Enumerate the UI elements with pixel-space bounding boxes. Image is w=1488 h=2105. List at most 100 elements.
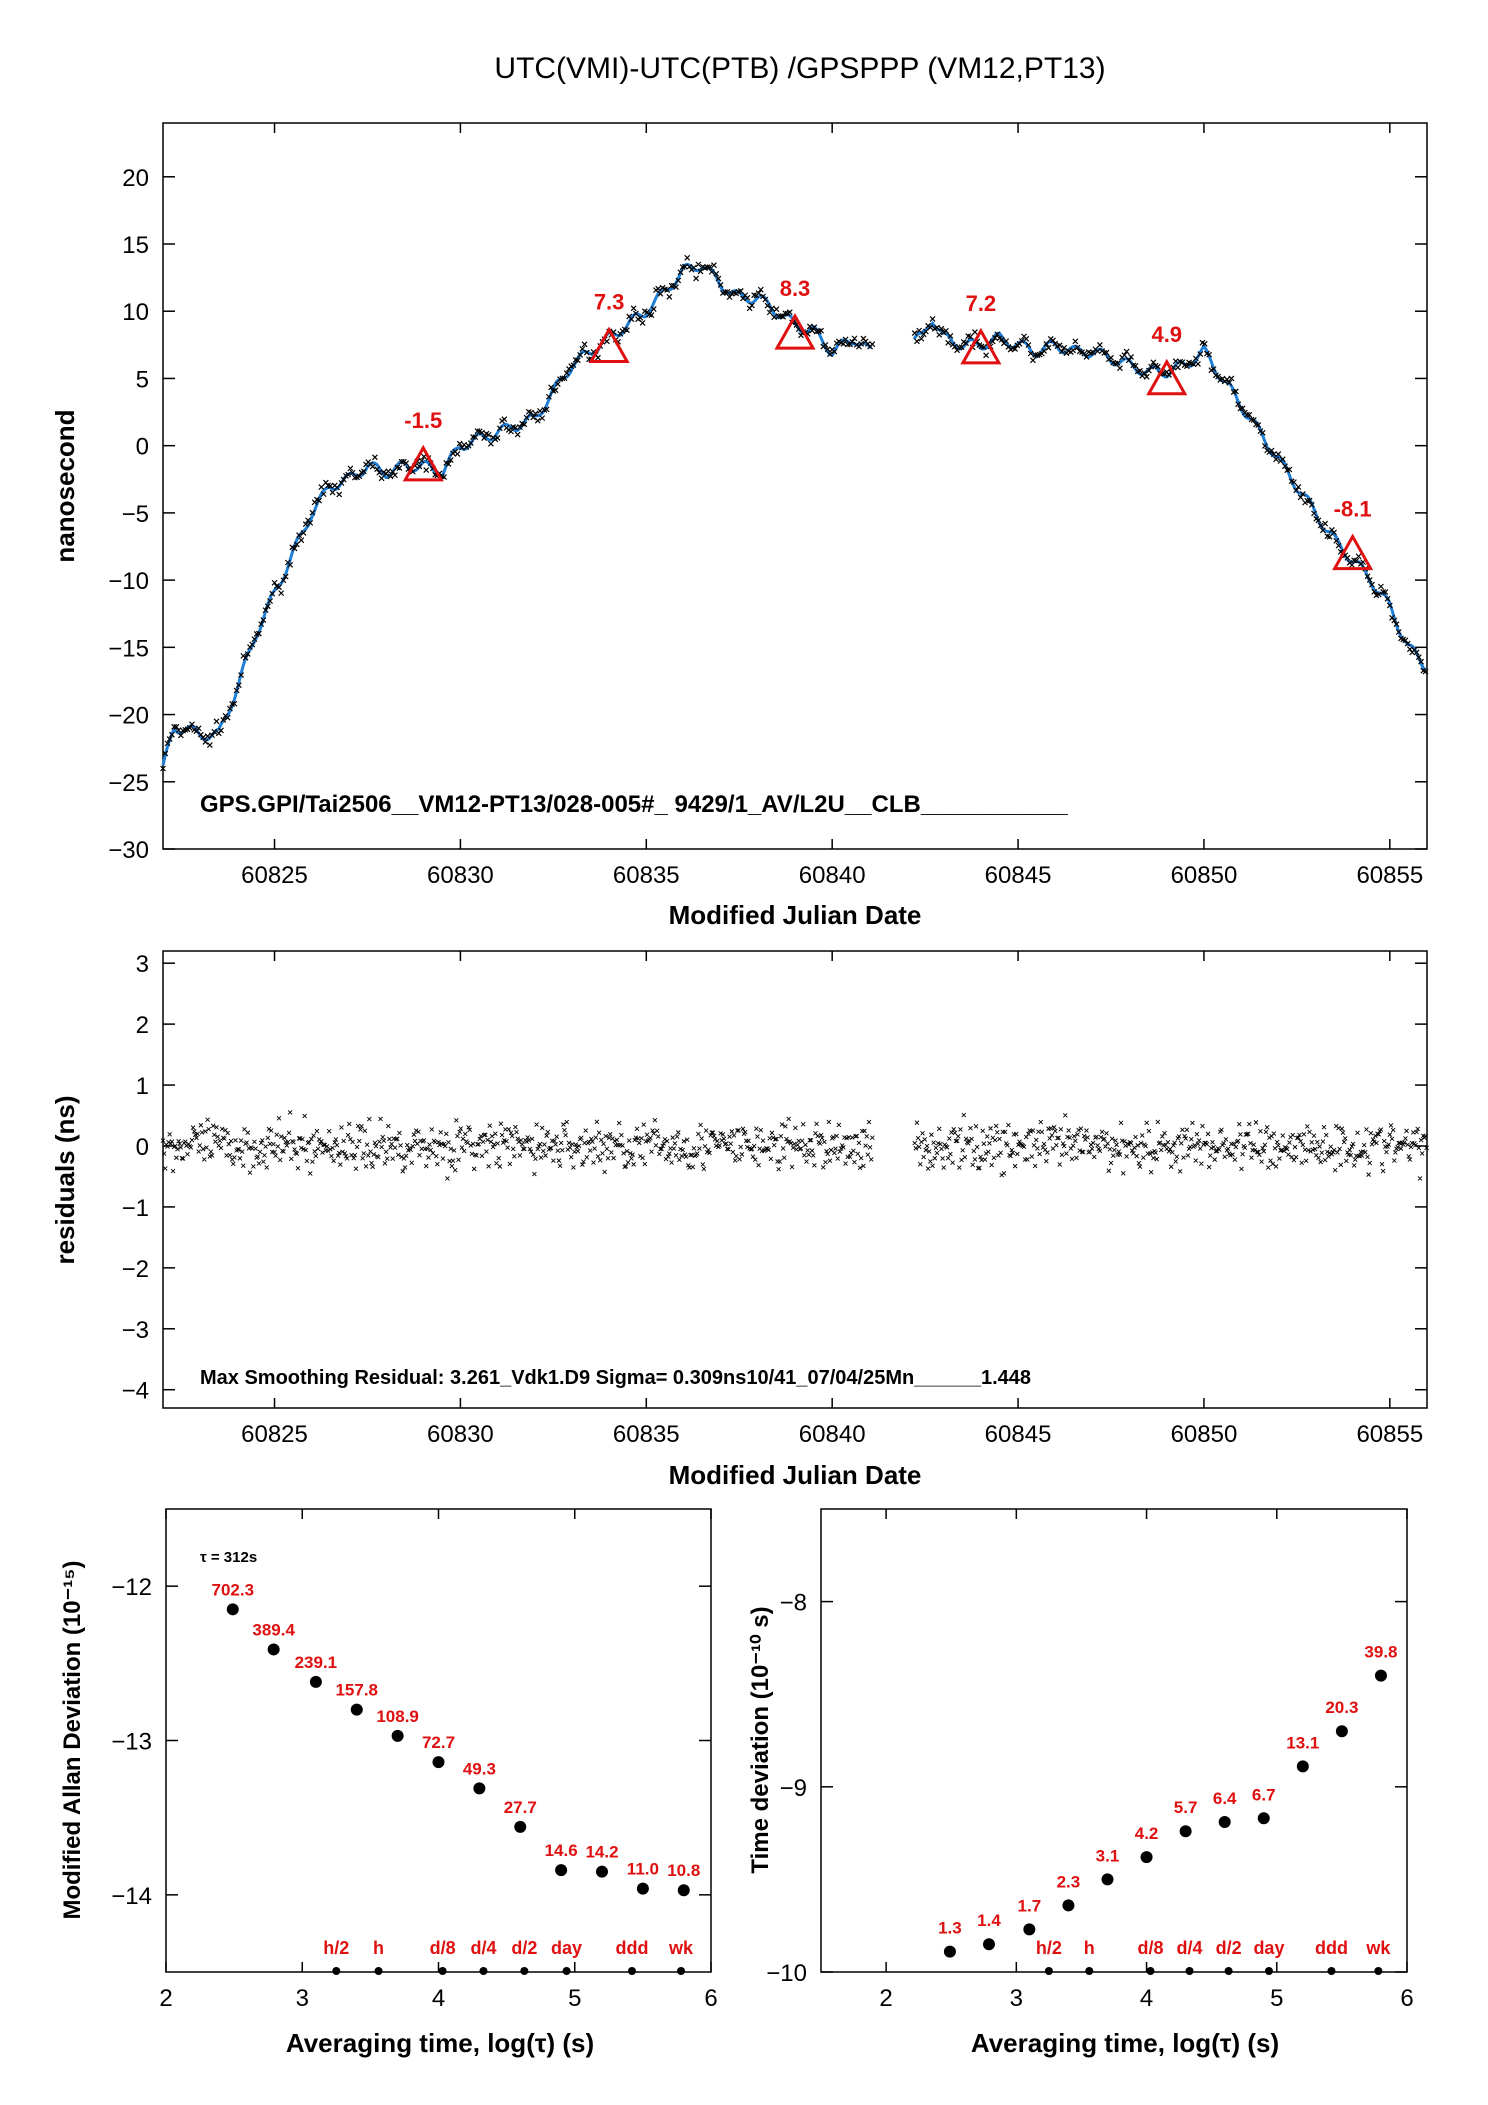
data-point (1090, 349, 1097, 356)
residual-point (468, 1143, 474, 1148)
residual-point (381, 1138, 387, 1143)
y-tick-label: −12 (111, 1574, 152, 1601)
data-point (1382, 589, 1389, 596)
residual-point (791, 1141, 797, 1147)
residual-point (364, 1142, 370, 1148)
residual-point (1004, 1142, 1010, 1148)
residual-point (262, 1152, 267, 1158)
deviation-label: 2.3 (1057, 1872, 1081, 1891)
residual-point (1316, 1155, 1321, 1161)
data-point (655, 285, 662, 292)
residual-point (922, 1137, 928, 1142)
data-point (1201, 340, 1208, 347)
y-tick-label: −15 (108, 635, 149, 662)
data-point (1268, 447, 1275, 454)
residual-point (372, 1140, 378, 1146)
data-point (378, 475, 385, 482)
residual-point (649, 1149, 654, 1154)
annotation-triangle (1146, 358, 1188, 396)
data-point (539, 415, 546, 422)
data-point (664, 287, 671, 293)
time-marker (1264, 1967, 1273, 1975)
data-point (851, 335, 858, 342)
residual-point (738, 1144, 744, 1150)
data-point (1027, 350, 1034, 357)
residual-point (804, 1159, 809, 1164)
residual-point (823, 1159, 828, 1165)
deviation-point (596, 1865, 608, 1878)
residual-point (277, 1157, 283, 1163)
residual-point (862, 1128, 867, 1134)
residual-point (652, 1117, 658, 1123)
x-tick-label: 60830 (427, 862, 494, 889)
residual-point (664, 1138, 670, 1144)
residual-point (697, 1146, 702, 1151)
panel-tdev: 2 3 4 5 6 −10 −9 −8 1.3 1.4 1.7 2.3 3.1 4.2 5.7 6.4 6.7… (747, 1508, 1414, 2058)
residual-point (188, 1145, 194, 1150)
y-tick-label: 3 (136, 951, 149, 978)
residual-point (933, 1145, 939, 1151)
residual-point (488, 1139, 494, 1145)
residual-point (1180, 1127, 1185, 1133)
residual-point (1129, 1148, 1135, 1153)
residual-point (1232, 1157, 1238, 1162)
deviation-label: 389.4 (252, 1620, 295, 1639)
data-point (1041, 347, 1048, 354)
residual-point (1415, 1126, 1421, 1132)
data-point (220, 716, 227, 723)
residual-point (486, 1164, 491, 1169)
y-tick-label: 10 (122, 299, 149, 326)
data-point (1384, 595, 1391, 602)
data-point (1237, 405, 1244, 412)
residual-point (400, 1168, 406, 1174)
residual-point (1246, 1121, 1252, 1127)
residual-point (945, 1155, 951, 1161)
residual-point (185, 1151, 190, 1157)
residual-point (478, 1133, 484, 1139)
data-point (1059, 348, 1065, 355)
residual-point (1349, 1144, 1355, 1149)
residual-point (1290, 1132, 1296, 1138)
data-point (1299, 490, 1306, 497)
residual-point (853, 1133, 858, 1139)
residual-point (619, 1132, 624, 1138)
data-point (267, 598, 273, 604)
deviation-point (555, 1864, 568, 1877)
residual-point (941, 1165, 947, 1170)
residual-point (1135, 1143, 1141, 1148)
data-point (724, 288, 731, 295)
residual-point (625, 1160, 631, 1165)
data-point (514, 431, 521, 438)
data-point (516, 424, 523, 430)
residual-point (1321, 1124, 1327, 1130)
deviation-point (432, 1756, 445, 1769)
residual-point (928, 1159, 933, 1164)
main-caption: GPS.GPI/Tai2506__VM12-PT13/028-005#_ 942… (200, 791, 1068, 818)
residual-point (1417, 1176, 1423, 1181)
residual-point (916, 1144, 922, 1150)
data-point (1348, 562, 1355, 568)
data-point (481, 435, 488, 442)
data-point (1224, 376, 1230, 383)
data-point (374, 466, 381, 473)
residual-point (1370, 1137, 1376, 1142)
deviation-label: 6.4 (1213, 1789, 1237, 1808)
residual-point (699, 1136, 705, 1141)
residual-point (1407, 1157, 1413, 1162)
residual-point (969, 1136, 974, 1142)
residual-point (571, 1165, 576, 1170)
residual-point (951, 1126, 957, 1132)
data-point (675, 277, 682, 284)
y-tick-label: 0 (136, 1134, 149, 1161)
residual-point (1376, 1132, 1381, 1137)
residual-point (940, 1156, 945, 1161)
residual-point (1124, 1154, 1129, 1159)
data-point (1232, 388, 1239, 395)
data-point (1275, 451, 1282, 457)
residual-point (282, 1135, 287, 1141)
residual-point (1418, 1137, 1424, 1143)
residual-point (1287, 1140, 1292, 1145)
residual-point (567, 1145, 573, 1151)
residual-point (1200, 1123, 1205, 1129)
time-marker-label: d/4 (1177, 1938, 1203, 1958)
